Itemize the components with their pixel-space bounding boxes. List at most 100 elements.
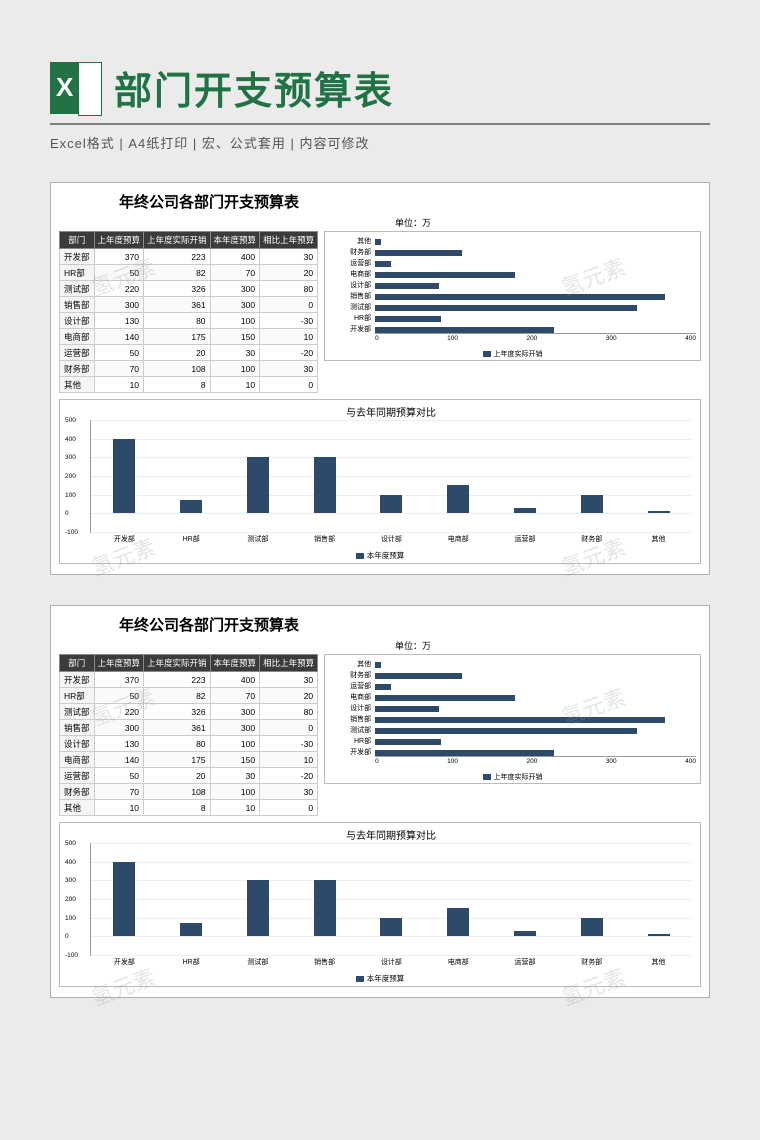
hbar-bar — [375, 316, 441, 322]
hbar-bar — [375, 739, 441, 745]
table-row: HR部50827020 — [60, 688, 318, 704]
table-header: 本年度预算 — [210, 655, 260, 672]
hbar-label: HR部 — [327, 313, 371, 323]
budget-table: 部门上年度预算上年度实际开销本年度预算相比上年预算开发部37022340030H… — [59, 231, 318, 393]
table-row: 开发部37022340030 — [60, 249, 318, 265]
hbar-bar — [375, 662, 381, 668]
table-header: 上年度预算 — [94, 232, 144, 249]
vbar — [314, 457, 336, 513]
vbar — [581, 918, 603, 937]
hbar-bar — [375, 728, 637, 734]
hbar-label: 电商部 — [327, 269, 371, 279]
page-title: 部门开支预算表 — [114, 60, 394, 115]
vchart-title: 与去年同期预算对比 — [90, 404, 692, 419]
hbar-label: 设计部 — [327, 703, 371, 713]
hbar-bar — [375, 673, 462, 679]
vbar-legend: 本年度预算 — [60, 973, 700, 984]
table-row: HR部50827020 — [60, 265, 318, 281]
table-row: 运营部502030-20 — [60, 768, 318, 784]
table-row: 财务部7010810030 — [60, 361, 318, 377]
hbar-bar — [375, 239, 381, 245]
vbar-label: 运营部 — [505, 534, 545, 544]
vbar — [180, 923, 202, 936]
vbar-label: 财务部 — [572, 534, 612, 544]
table-header: 上年度预算 — [94, 655, 144, 672]
vbar-label: 设计部 — [371, 957, 411, 967]
vbar — [447, 908, 469, 936]
vbar-label: 电商部 — [438, 534, 478, 544]
vbar — [380, 918, 402, 937]
table-row: 财务部7010810030 — [60, 784, 318, 800]
table-header: 相比上年预算 — [260, 655, 318, 672]
table-header: 本年度预算 — [210, 232, 260, 249]
vbar-label: 测试部 — [238, 957, 278, 967]
vbar-label: 设计部 — [371, 534, 411, 544]
hbar-bar — [375, 294, 665, 300]
table-row: 电商部14017515010 — [60, 329, 318, 345]
hbar-label: 设计部 — [327, 280, 371, 290]
vbar-label: 测试部 — [238, 534, 278, 544]
hbar-label: 开发部 — [327, 324, 371, 334]
vbar-label: 其他 — [639, 534, 679, 544]
sheet-title: 年终公司各部门开支预算表 — [59, 189, 701, 216]
table-header: 相比上年预算 — [260, 232, 318, 249]
hbar-label: 财务部 — [327, 670, 371, 680]
hbar-label: 电商部 — [327, 692, 371, 702]
table-header: 上年度实际开销 — [144, 232, 211, 249]
vbar — [648, 511, 670, 513]
vbar — [247, 457, 269, 513]
hbar-bar — [375, 250, 462, 256]
hbar-bar — [375, 305, 637, 311]
vbar — [113, 439, 135, 514]
vbar — [581, 495, 603, 514]
hbar-bar — [375, 283, 439, 289]
excel-icon: X — [50, 62, 102, 114]
vbar — [380, 495, 402, 514]
comparison-bar-chart: 与去年同期预算对比5004003002001000-100开发部HR部测试部销售… — [59, 399, 701, 564]
hbar-bar — [375, 706, 439, 712]
table-header: 部门 — [60, 232, 95, 249]
table-row: 设计部13080100-30 — [60, 313, 318, 329]
hbar-axis: 0100200300400 — [375, 756, 696, 765]
vchart-title: 与去年同期预算对比 — [90, 827, 692, 842]
table-row: 其他108100 — [60, 377, 318, 393]
vbar-label: 其他 — [639, 957, 679, 967]
hbar-legend: 上年度实际开销 — [325, 772, 700, 782]
hbar-bar — [375, 261, 391, 267]
spreadsheet-preview-2: 年终公司各部门开支预算表单位：万部门上年度预算上年度实际开销本年度预算相比上年预… — [50, 605, 710, 998]
vbar-label: 销售部 — [305, 534, 345, 544]
vbar-label: 电商部 — [438, 957, 478, 967]
separator — [50, 123, 710, 125]
comparison-bar-chart: 与去年同期预算对比5004003002001000-100开发部HR部测试部销售… — [59, 822, 701, 987]
hbar-bar — [375, 750, 554, 756]
header: X 部门开支预算表 — [50, 60, 710, 115]
vbar-label: 开发部 — [104, 534, 144, 544]
vbar — [514, 508, 536, 514]
hbar-axis: 0100200300400 — [375, 333, 696, 342]
hbar-label: 运营部 — [327, 258, 371, 268]
vbar — [514, 931, 536, 937]
hbar-label: 测试部 — [327, 302, 371, 312]
table-row: 运营部502030-20 — [60, 345, 318, 361]
vbar-label: 开发部 — [104, 957, 144, 967]
vbar — [648, 934, 670, 936]
hbar-label: 运营部 — [327, 681, 371, 691]
hbar-bar — [375, 695, 515, 701]
vbar-label: HR部 — [171, 534, 211, 544]
table-row: 其他108100 — [60, 800, 318, 816]
vbar-label: HR部 — [171, 957, 211, 967]
table-row: 电商部14017515010 — [60, 752, 318, 768]
hbar-label: 销售部 — [327, 714, 371, 724]
table-row: 销售部3003613000 — [60, 720, 318, 736]
hbar-label: 其他 — [327, 236, 371, 246]
features-line: Excel格式 | A4纸打印 | 宏、公式套用 | 内容可修改 — [50, 133, 710, 152]
table-row: 测试部22032630080 — [60, 281, 318, 297]
vbar-label: 销售部 — [305, 957, 345, 967]
hbar-label: 开发部 — [327, 747, 371, 757]
unit-label: 单位：万 — [59, 639, 701, 652]
hbar-bar — [375, 717, 665, 723]
table-row: 销售部3003613000 — [60, 297, 318, 313]
hbar-bar — [375, 272, 515, 278]
hbar-label: 财务部 — [327, 247, 371, 257]
hbar-label: 测试部 — [327, 725, 371, 735]
